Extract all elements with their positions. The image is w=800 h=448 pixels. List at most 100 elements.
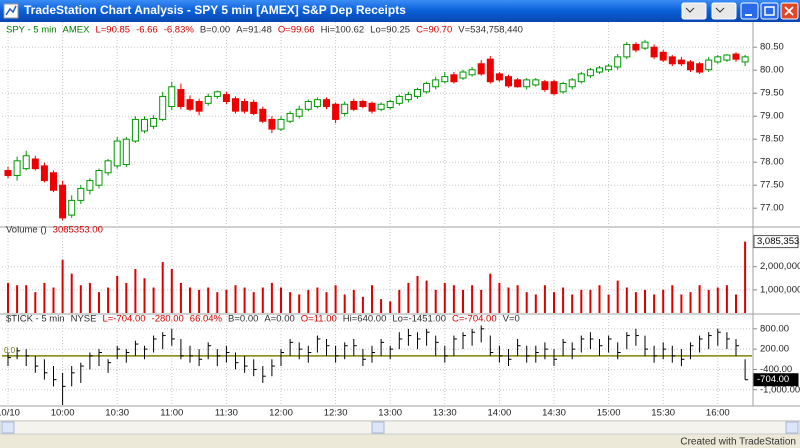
volume-bar xyxy=(489,273,492,313)
volume-bar xyxy=(507,287,510,313)
chart-area xyxy=(0,22,800,420)
volume-bar xyxy=(70,273,73,313)
candle-body xyxy=(204,95,212,104)
candle-body xyxy=(295,108,303,117)
volume-bar xyxy=(625,287,628,313)
volume-bar xyxy=(343,294,346,313)
candle-body xyxy=(732,53,740,60)
status-field: O=99.66 xyxy=(278,25,315,36)
volume-bar xyxy=(716,287,719,313)
status-field: -280.00 xyxy=(152,314,184,325)
volume-bar xyxy=(61,259,64,313)
candle-body xyxy=(104,160,112,174)
y-tick-label: 79.00 xyxy=(760,111,784,122)
volume-bar xyxy=(216,292,219,313)
y-tick-label: 78.50 xyxy=(760,134,784,145)
status-field: B=0.00 xyxy=(200,25,230,36)
volume-bar xyxy=(434,289,437,313)
volume-bar xyxy=(689,292,692,313)
candle-body xyxy=(659,51,667,61)
volume-bar xyxy=(307,289,310,313)
y-tick-label: 78.00 xyxy=(760,157,784,168)
volume-bar xyxy=(225,289,228,313)
x-tick-label: 16:00 xyxy=(706,408,730,419)
volume-bar xyxy=(16,285,19,313)
candle-body xyxy=(22,155,30,170)
candle-body xyxy=(404,94,412,101)
volume-bar xyxy=(371,285,373,313)
x-tick-label: 12:30 xyxy=(324,408,348,419)
status-field: Lo=-1451.00 xyxy=(392,314,446,325)
scrollbar[interactable] xyxy=(0,420,800,435)
status-field: NYSE xyxy=(71,314,97,325)
volume-bar xyxy=(261,287,264,313)
window-title: TradeStation Chart Analysis - SPY 5 min … xyxy=(24,3,406,17)
candle-body xyxy=(523,79,531,88)
candle-body xyxy=(577,73,585,83)
candle-body xyxy=(159,95,167,120)
volume-bar xyxy=(553,292,555,313)
candle-body xyxy=(359,100,367,108)
volume-bar xyxy=(744,241,747,313)
app-icon-glyph xyxy=(5,5,17,16)
y-tick-label: -1,000.00 xyxy=(760,384,800,395)
status-field: L=90.85 xyxy=(95,25,130,36)
status-field: Hi=100.62 xyxy=(321,25,365,36)
y-tick-label: 77.50 xyxy=(760,180,784,191)
volume-bar xyxy=(671,285,674,313)
status-field: SPY - 5 min xyxy=(6,25,57,36)
volume-bar xyxy=(198,289,201,313)
candle-body xyxy=(714,56,722,63)
title-buttons[interactable] xyxy=(681,2,799,20)
candle-body xyxy=(687,61,694,71)
scroll-left[interactable] xyxy=(1,421,15,434)
status-field: AMEX xyxy=(63,25,91,36)
candle-body xyxy=(559,83,567,93)
maximize-button[interactable] xyxy=(760,2,779,20)
candle-body xyxy=(668,56,676,65)
candle-body xyxy=(213,91,221,97)
volume-bar xyxy=(398,289,401,313)
volume-bar xyxy=(425,280,428,313)
volume-bar xyxy=(116,275,119,313)
volume-bar xyxy=(161,262,164,313)
y-tick-label: 800.00 xyxy=(760,323,789,334)
volume-bar xyxy=(607,294,610,313)
scroll-thumb[interactable] xyxy=(371,421,385,434)
volume-bar xyxy=(498,282,501,313)
volume-bar xyxy=(707,289,710,313)
volume-bar xyxy=(34,292,37,313)
candle-body xyxy=(650,46,658,58)
volume-bar xyxy=(289,292,292,313)
candle-body xyxy=(432,79,440,88)
volume-bar xyxy=(698,285,701,313)
status-field: Lo=90.25 xyxy=(370,25,410,36)
volume-bar xyxy=(316,287,319,313)
minimize-button[interactable] xyxy=(740,2,759,20)
candle-body xyxy=(723,54,731,61)
volume-bar xyxy=(644,289,646,313)
x-tick-label: 11:30 xyxy=(215,408,238,419)
status-field: 66.04% xyxy=(190,314,223,325)
scroll-right[interactable] xyxy=(785,421,799,434)
candle-body xyxy=(59,184,67,219)
candle-body xyxy=(677,59,685,65)
link-button[interactable] xyxy=(711,2,737,20)
footer: Created with TradeStation xyxy=(680,437,796,448)
candle-body xyxy=(505,76,512,87)
volume-bar xyxy=(416,275,419,313)
candle-body xyxy=(350,100,358,110)
candle-body xyxy=(277,118,285,130)
candle-body xyxy=(68,199,76,216)
candle-body xyxy=(186,99,194,110)
volume-bar xyxy=(580,289,583,313)
candle-body xyxy=(641,41,649,49)
volume-bar xyxy=(134,269,137,313)
volume-bar xyxy=(52,287,55,313)
candle-body xyxy=(377,103,385,110)
volume-bar xyxy=(516,285,519,313)
volume-bar xyxy=(534,294,537,313)
sync-button[interactable] xyxy=(681,2,707,20)
candle-body xyxy=(77,187,85,201)
